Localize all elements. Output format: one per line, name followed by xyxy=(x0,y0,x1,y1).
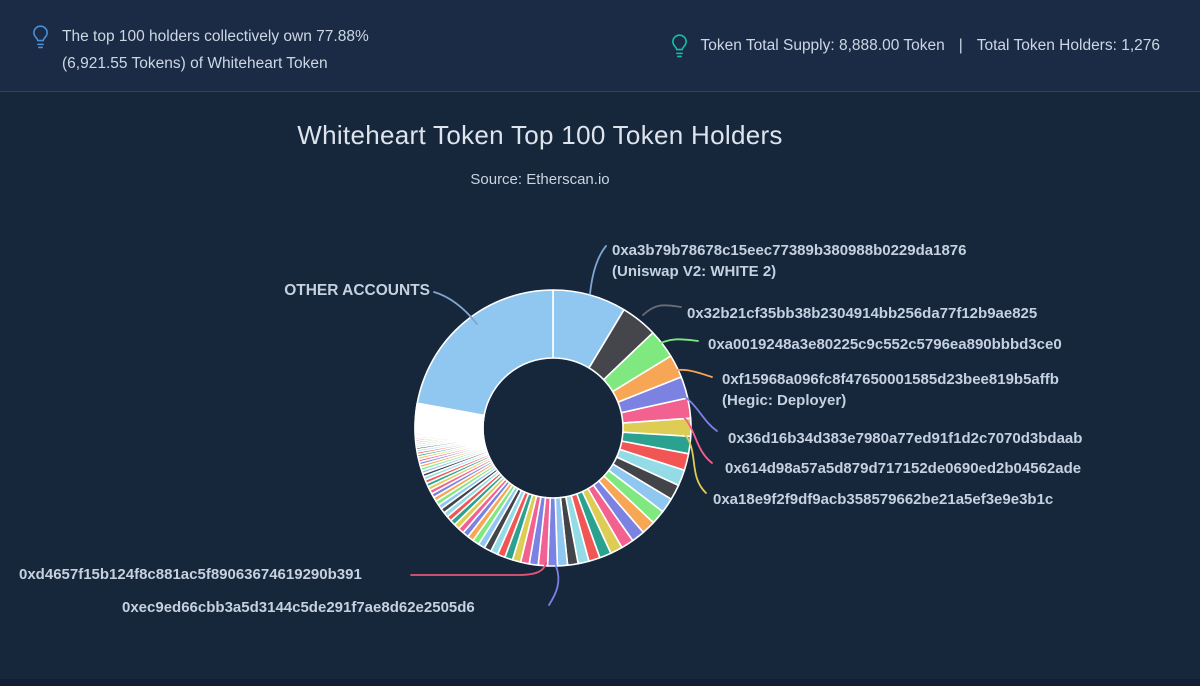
leader-line xyxy=(664,368,713,378)
leader-line xyxy=(548,565,560,606)
holder-label-5: 0x36d16b34d383e7980a77ed91f1d2c7070d3bda… xyxy=(728,428,1082,449)
holder-address: 0x32b21cf35bb38b2304914bb256da77f12b9ae8… xyxy=(687,305,1038,322)
leader-line xyxy=(678,428,707,494)
holder-address: 0xa0019248a3e80225c9c552c5796ea890bbbd3c… xyxy=(708,336,1062,353)
holder-label-7: 0xa18e9f2f9df9acb358579662be21a5ef3e9e3b… xyxy=(713,489,1053,510)
holder-address: 0xd4657f15b124f8c881ac5f89063674619290b3… xyxy=(19,566,362,583)
holder-label-2: 0x32b21cf35bb38b2304914bb256da77f12b9ae8… xyxy=(687,303,1037,324)
leader-line xyxy=(589,245,607,295)
top-holders-summary-text: The top 100 holders collectively own 77.… xyxy=(62,28,369,72)
other-accounts-label: OTHER ACCOUNTS xyxy=(284,282,430,299)
holder-address: 0xec9ed66cbb3a5d3144c5de291f7ae8d62e2505… xyxy=(122,599,475,616)
lightbulb-icon xyxy=(33,25,48,49)
page-bottom-edge xyxy=(0,679,1200,686)
lightbulb-icon xyxy=(671,33,687,57)
token-stats-text: Token Total Supply: 8,888.00 Token | Total… xyxy=(701,32,1160,59)
holder-label-4: 0xf15968a096fc8f47650001585d23bee819b5af… xyxy=(722,369,1059,411)
total-holders-text: Total Token Holders: 1,276 xyxy=(976,37,1160,54)
total-supply-text: Token Total Supply: 8,888.00 Token xyxy=(700,37,945,54)
holder-address: 0xa18e9f2f9df9acb358579662be21a5ef3e9e3b… xyxy=(713,491,1054,508)
leader-line xyxy=(676,410,713,464)
leader-line xyxy=(673,390,718,432)
holder-label-6: 0x614d98a57a5d879d717152de0690ed2b04562a… xyxy=(725,458,1081,479)
holder-address: 0xf15968a096fc8f47650001585d23bee819b5af… xyxy=(722,371,1059,388)
donut-slices[interactable] xyxy=(414,289,692,567)
top-banner: The top 100 holders collectively own 77.… xyxy=(0,0,1200,92)
leader-line xyxy=(654,338,699,347)
holder-address: 0x36d16b34d383e7980a77ed91f1d2c7070d3bda… xyxy=(728,430,1083,447)
top-holders-summary: The top 100 holders collectively own 77.… xyxy=(32,14,407,77)
holder-tag: (Uniswap V2: WHITE 2) xyxy=(612,263,777,280)
holder-label-3: 0xa0019248a3e80225c9c552c5796ea890bbbd3c… xyxy=(708,334,1062,355)
holder-label-9: 0xec9ed66cbb3a5d3144c5de291f7ae8d62e2505… xyxy=(122,597,475,618)
holder-label-8: 0xd4657f15b124f8c881ac5f89063674619290b3… xyxy=(19,564,362,585)
label-leader-lines xyxy=(410,245,718,606)
holder-address: 0x614d98a57a5d879d717152de0690ed2b04562a… xyxy=(725,460,1082,477)
holder-tag: (Hegic: Deployer) xyxy=(722,392,847,409)
stats-separator: | xyxy=(958,37,963,54)
donut-slice[interactable] xyxy=(416,289,554,417)
chart-source: Source: Etherscan.io xyxy=(470,171,610,188)
leader-line xyxy=(433,291,478,325)
token-stats: Token Total Supply: 8,888.00 Token | Total… xyxy=(671,32,1160,59)
leader-line xyxy=(642,304,682,316)
leader-line xyxy=(410,562,547,576)
holder-address: 0xa3b79b78678c15eec77389b380988b0229da18… xyxy=(612,242,967,259)
holder-label-1: 0xa3b79b78678c15eec77389b380988b0229da18… xyxy=(612,240,966,282)
chart-title: Whiteheart Token Top 100 Token Holders xyxy=(297,120,783,150)
